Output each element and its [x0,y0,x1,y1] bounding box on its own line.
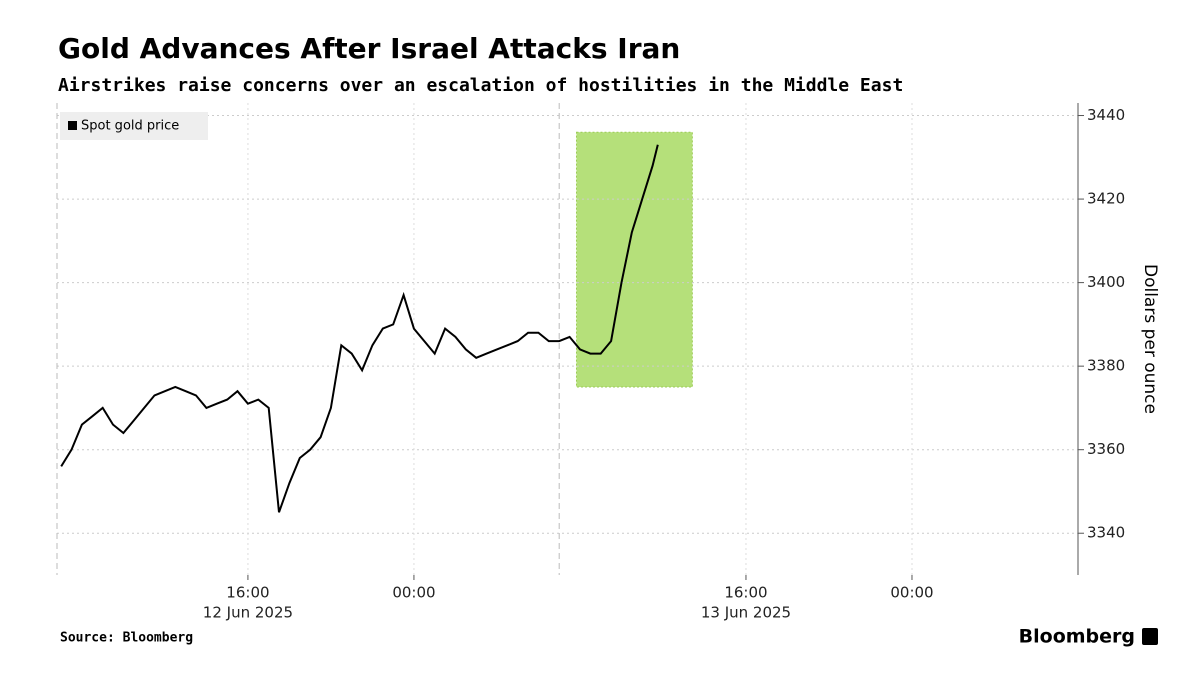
x-tick-label: 00:00 [392,584,435,602]
legend-box [60,112,208,140]
source: Source: Bloomberg [60,631,193,646]
brand: Bloomberg [1019,626,1135,648]
y-tick-label: 3380 [1087,357,1125,375]
y-tick-label: 3420 [1087,190,1125,208]
y-tick-label: 3360 [1087,440,1125,458]
price-line [60,144,659,513]
x-tick-label: 16:00 [724,584,767,602]
x-tick-label: 16:00 [226,584,269,602]
highlight-box [575,131,693,388]
y-axis-label: Dollars per ounce [1140,264,1160,414]
x-tick-label: 00:00 [890,584,933,602]
legend-label: Spot gold price [81,119,179,134]
x-date-label: 13 Jun 2025 [701,604,791,622]
y-tick-label: 3340 [1087,524,1125,542]
x-date-label: 12 Jun 2025 [203,604,293,622]
y-tick-label: 3400 [1087,273,1125,291]
brand-icon [1142,628,1158,645]
chart-subtitle: Airstrikes raise concerns over an escala… [58,75,903,96]
chart-title: Gold Advances After Israel Attacks Iran [58,32,680,65]
y-tick-label: 3440 [1087,106,1125,124]
legend-swatch [68,121,77,130]
